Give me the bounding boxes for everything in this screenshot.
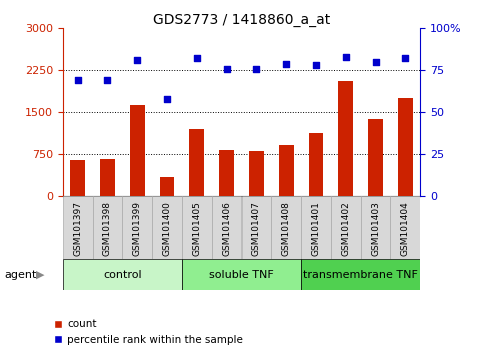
Point [74,78,82,83]
Point [193,56,201,61]
Text: soluble TNF: soluble TNF [209,269,274,280]
Point [312,62,320,68]
Bar [309,133,324,196]
Text: agent: agent [5,269,37,280]
Bar [212,196,242,259]
Point [372,59,380,65]
Point [342,54,350,60]
Bar [63,196,93,259]
Title: GDS2773 / 1418860_a_at: GDS2773 / 1418860_a_at [153,13,330,27]
Legend: count, percentile rank within the sample: count, percentile rank within the sample [49,315,247,349]
Bar [390,196,420,259]
Bar [361,196,390,259]
Bar [249,151,264,196]
Text: transmembrane TNF: transmembrane TNF [303,269,418,280]
Text: GSM101399: GSM101399 [133,201,142,256]
Text: GSM101402: GSM101402 [341,201,350,256]
Text: GSM101403: GSM101403 [371,201,380,256]
Text: GSM101398: GSM101398 [103,201,112,256]
Bar [189,129,204,196]
Bar [338,81,353,196]
Bar [271,196,301,259]
Point [104,78,112,83]
Bar [368,119,383,196]
Bar [301,196,331,259]
Bar [152,196,182,259]
Text: GSM101408: GSM101408 [282,201,291,256]
Bar [130,105,145,196]
Text: GSM101404: GSM101404 [401,201,410,256]
Bar [182,196,212,259]
Text: GSM101401: GSM101401 [312,201,320,256]
Bar [219,150,234,196]
Point [223,66,230,72]
Bar [331,196,361,259]
Bar [182,259,301,290]
Text: GSM101407: GSM101407 [252,201,261,256]
Point [253,66,260,72]
Bar [100,159,115,196]
Text: ▶: ▶ [36,269,45,280]
Bar [159,177,174,196]
Bar [93,196,122,259]
Text: GSM101405: GSM101405 [192,201,201,256]
Bar [301,259,420,290]
Bar [70,160,85,196]
Text: GSM101397: GSM101397 [73,201,82,256]
Text: GSM101400: GSM101400 [163,201,171,256]
Text: GSM101406: GSM101406 [222,201,231,256]
Point [282,61,290,66]
Point [163,96,171,102]
Bar [398,98,413,196]
Bar [63,259,182,290]
Bar [279,144,294,196]
Text: control: control [103,269,142,280]
Bar [122,196,152,259]
Bar [242,196,271,259]
Point [133,57,141,63]
Point [401,56,409,61]
